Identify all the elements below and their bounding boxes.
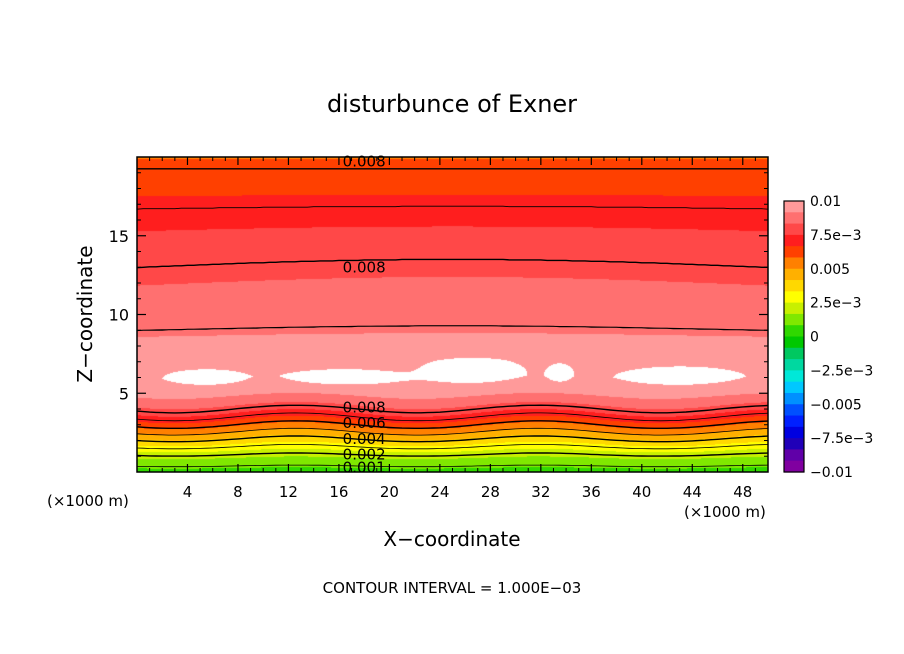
contour-label: 0.006 <box>343 414 386 432</box>
colorbar-swatch <box>784 460 804 473</box>
contour-line <box>137 444 768 450</box>
contour-line <box>137 258 768 269</box>
contour-line <box>137 420 768 429</box>
contour-line <box>137 452 768 457</box>
contour-line <box>137 205 768 210</box>
colorbar-swatch <box>784 370 804 383</box>
colorbar-swatch <box>784 302 804 315</box>
x-tick-label: 16 <box>329 483 348 501</box>
colorbar-tick-label: −0.005 <box>810 397 862 413</box>
plot-area <box>137 157 768 472</box>
colorbar-frame <box>783 200 805 473</box>
colorbar: 0.01 7.5e−3 0.005 2.5e−3 0 −2.5e−3 −0.005 −7.5e… <box>783 194 873 481</box>
colorbar-tick-label: 0.01 <box>810 194 841 210</box>
x-tick-label: 40 <box>632 483 651 501</box>
y-axis: 5 10 15 <box>109 172 768 457</box>
colorbar-tick-label: −2.5e−3 <box>810 363 873 379</box>
colorbar-swatch <box>784 257 804 270</box>
contour-label: 0.008 <box>343 258 386 276</box>
colorbar-swatch <box>784 404 804 417</box>
x-tick-label: 36 <box>582 483 601 501</box>
colorbar-tick-label: 7.5e−3 <box>810 228 862 244</box>
x-tick-label: 48 <box>733 483 752 501</box>
contour-label: 0.008 <box>343 398 386 416</box>
contour-line <box>137 325 768 332</box>
colorbar-swatch <box>784 347 804 360</box>
contour-line <box>137 404 768 414</box>
colorbar-swatch <box>784 449 804 462</box>
contour-lines <box>137 168 768 468</box>
x-unit-right: (×1000 m) <box>684 503 766 521</box>
contour-line <box>137 412 768 422</box>
x-axis: 4 8 12 16 20 24 28 32 36 40 44 48 <box>149 157 756 501</box>
colorbar-tick-label: 0.005 <box>810 262 850 278</box>
contour-line <box>137 435 768 443</box>
contour-label: 0.004 <box>343 430 386 448</box>
colorbar-swatch <box>784 438 804 451</box>
colorbar-swatch <box>784 212 804 225</box>
x-tick-label: 28 <box>481 483 500 501</box>
x-tick-label: 4 <box>183 483 193 501</box>
x-tick-label: 8 <box>233 483 243 501</box>
contour-line <box>137 427 768 436</box>
colorbar-swatch <box>784 392 804 405</box>
x-tick-label: 12 <box>279 483 298 501</box>
colorbar-tick-label: −7.5e−3 <box>810 431 873 447</box>
colorbar-swatch <box>784 246 804 259</box>
x-axis-label: X−coordinate <box>383 527 520 551</box>
colorbar-swatch <box>784 268 804 281</box>
colorbar-swatch <box>784 201 804 213</box>
contour-label: 0.002 <box>343 446 386 464</box>
y-tick-label: 10 <box>109 306 129 325</box>
colorbar-tick-label: −0.01 <box>810 465 853 481</box>
x-tick-label: 20 <box>380 483 399 501</box>
contour-interval-note: CONTOUR INTERVAL = 1.000E−03 <box>323 579 582 597</box>
colorbar-swatch <box>784 325 804 338</box>
colorbar-swatch <box>784 234 804 247</box>
colorbar-swatch <box>784 415 804 428</box>
y-tick-label: 15 <box>109 227 129 246</box>
x-tick-label: 32 <box>531 483 550 501</box>
colorbar-tick-label: 0 <box>810 330 819 346</box>
colorbar-swatch <box>784 291 804 304</box>
colorbar-swatch <box>784 223 804 236</box>
colorbar-swatch <box>784 313 804 326</box>
colorbar-swatch <box>784 426 804 439</box>
contour-label: 0.001 <box>343 458 386 476</box>
colorbar-swatch <box>784 381 804 394</box>
x-tick-label: 44 <box>683 483 702 501</box>
colorbar-swatch <box>784 336 804 349</box>
x-tick-label: 24 <box>430 483 449 501</box>
chart-title: disturbunce of Exner <box>327 90 577 118</box>
colorbar-swatch <box>784 280 804 292</box>
y-axis-label: Z−coordinate <box>73 245 97 382</box>
colorbar-swatch <box>784 359 804 371</box>
y-tick-label: 5 <box>119 384 129 403</box>
contour-line <box>137 464 768 468</box>
colorbar-tick-label: 2.5e−3 <box>810 296 862 312</box>
contour-label: 0.008 <box>343 153 386 171</box>
x-unit-left: (×1000 m) <box>47 492 129 510</box>
